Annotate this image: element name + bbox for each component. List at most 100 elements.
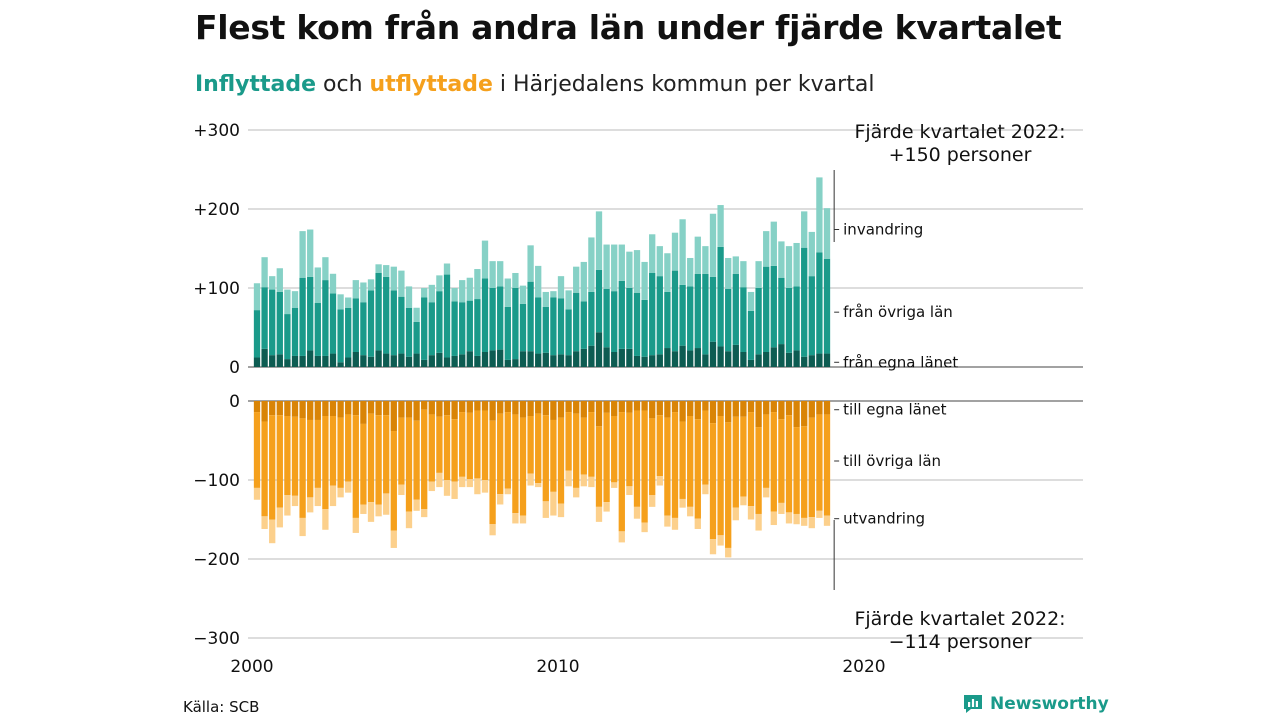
bar-in-1: [360, 302, 367, 356]
bar-out-2: [345, 481, 352, 493]
bar-out-0: [299, 401, 306, 419]
bar-out-0: [671, 401, 679, 413]
bar-out-0: [778, 401, 785, 420]
bar-out-0: [291, 401, 299, 417]
bar-in-1: [725, 288, 732, 352]
bar-in-0: [337, 362, 344, 367]
bar-out-2: [626, 486, 633, 496]
subtitle-och: och: [316, 72, 370, 97]
newsworthy-icon: [964, 695, 982, 713]
bar-in-1: [307, 276, 314, 351]
bar-out-1: [671, 412, 679, 518]
bar-in-2: [451, 288, 458, 302]
bar-in-1: [747, 310, 755, 360]
bar-out-2: [284, 495, 291, 516]
bar-out-0: [451, 401, 458, 420]
bar-out-0: [405, 401, 413, 418]
legend-till-egna-lanet: till egna länet: [843, 401, 946, 419]
bar-in-1: [527, 281, 534, 352]
bar-out-2: [253, 487, 261, 500]
bar-in-1: [679, 284, 686, 346]
bar-out-2: [793, 513, 800, 525]
bar-in-2: [299, 231, 306, 278]
bars-layer: [253, 177, 831, 558]
bar-in-1: [390, 290, 397, 356]
bar-out-2: [307, 497, 314, 513]
bar-out-1: [367, 413, 375, 503]
bar-in-1: [337, 309, 344, 363]
bar-in-1: [580, 301, 587, 349]
bar-out-0: [269, 401, 276, 416]
bar-in-2: [352, 280, 359, 299]
bar-out-1: [626, 412, 633, 487]
bar-in-1: [383, 276, 390, 354]
bar-out-0: [687, 401, 694, 417]
bar-in-1: [717, 246, 724, 347]
bar-out-0: [725, 401, 732, 423]
bar-out-2: [352, 517, 359, 533]
bar-in-1: [253, 310, 261, 358]
legend-utvandring: utvandring: [843, 510, 925, 528]
bar-in-2: [329, 273, 337, 294]
bar-in-0: [269, 355, 276, 367]
bar-out-0: [337, 401, 344, 418]
bar-in-0: [557, 354, 565, 367]
bar-out-2: [671, 517, 679, 530]
bar-out-2: [816, 510, 823, 518]
legend-layer: invandring från övriga län från egna länet…: [833, 170, 958, 590]
bar-in-2: [550, 291, 557, 298]
bar-in-0: [322, 355, 329, 367]
bar-out-0: [618, 401, 625, 413]
bar-in-0: [778, 344, 785, 367]
bar-out-1: [269, 415, 276, 520]
bar-out-0: [808, 401, 815, 418]
bar-out-2: [542, 501, 549, 518]
y-tick-label-bottom: −100: [193, 471, 240, 491]
bar-in-1: [314, 303, 321, 356]
bar-in-1: [436, 291, 443, 353]
bar-out-0: [489, 401, 496, 421]
bar-in-2: [770, 221, 777, 266]
bar-in-0: [345, 357, 352, 367]
bar-in-0: [474, 355, 481, 367]
bar-in-0: [352, 351, 359, 367]
bar-in-1: [322, 280, 329, 356]
bar-in-0: [443, 357, 451, 367]
bar-in-2: [474, 269, 481, 300]
bar-out-1: [770, 412, 777, 512]
bar-in-0: [398, 353, 405, 367]
bar-out-2: [405, 511, 413, 529]
bar-out-0: [588, 401, 595, 413]
bar-out-2: [428, 481, 435, 492]
bar-in-2: [823, 208, 831, 259]
bar-in-1: [664, 291, 671, 349]
bar-out-2: [504, 488, 511, 495]
grid-layer: [248, 129, 1083, 639]
bar-out-0: [481, 401, 489, 411]
bar-out-1: [314, 419, 321, 488]
bar-out-0: [565, 401, 572, 413]
bar-out-1: [405, 417, 413, 512]
bar-out-0: [664, 401, 671, 418]
bar-out-0: [611, 401, 618, 417]
bar-out-0: [702, 401, 709, 411]
bar-in-0: [291, 355, 299, 367]
bar-out-0: [763, 401, 770, 415]
y-tick-label-top: 0: [229, 358, 240, 378]
bar-out-1: [329, 416, 337, 486]
bar-in-0: [611, 351, 618, 367]
bar-in-0: [603, 347, 610, 367]
bar-out-1: [747, 412, 755, 507]
bar-in-2: [671, 232, 679, 271]
bar-in-1: [261, 287, 268, 349]
bar-in-2: [398, 270, 405, 297]
bar-out-0: [542, 401, 549, 416]
bar-in-1: [497, 286, 504, 350]
bar-in-0: [481, 351, 489, 367]
bar-in-0: [702, 354, 709, 367]
bar-out-0: [352, 401, 359, 416]
bar-in-2: [740, 261, 747, 288]
bar-out-0: [732, 401, 739, 417]
bar-out-1: [687, 416, 694, 507]
